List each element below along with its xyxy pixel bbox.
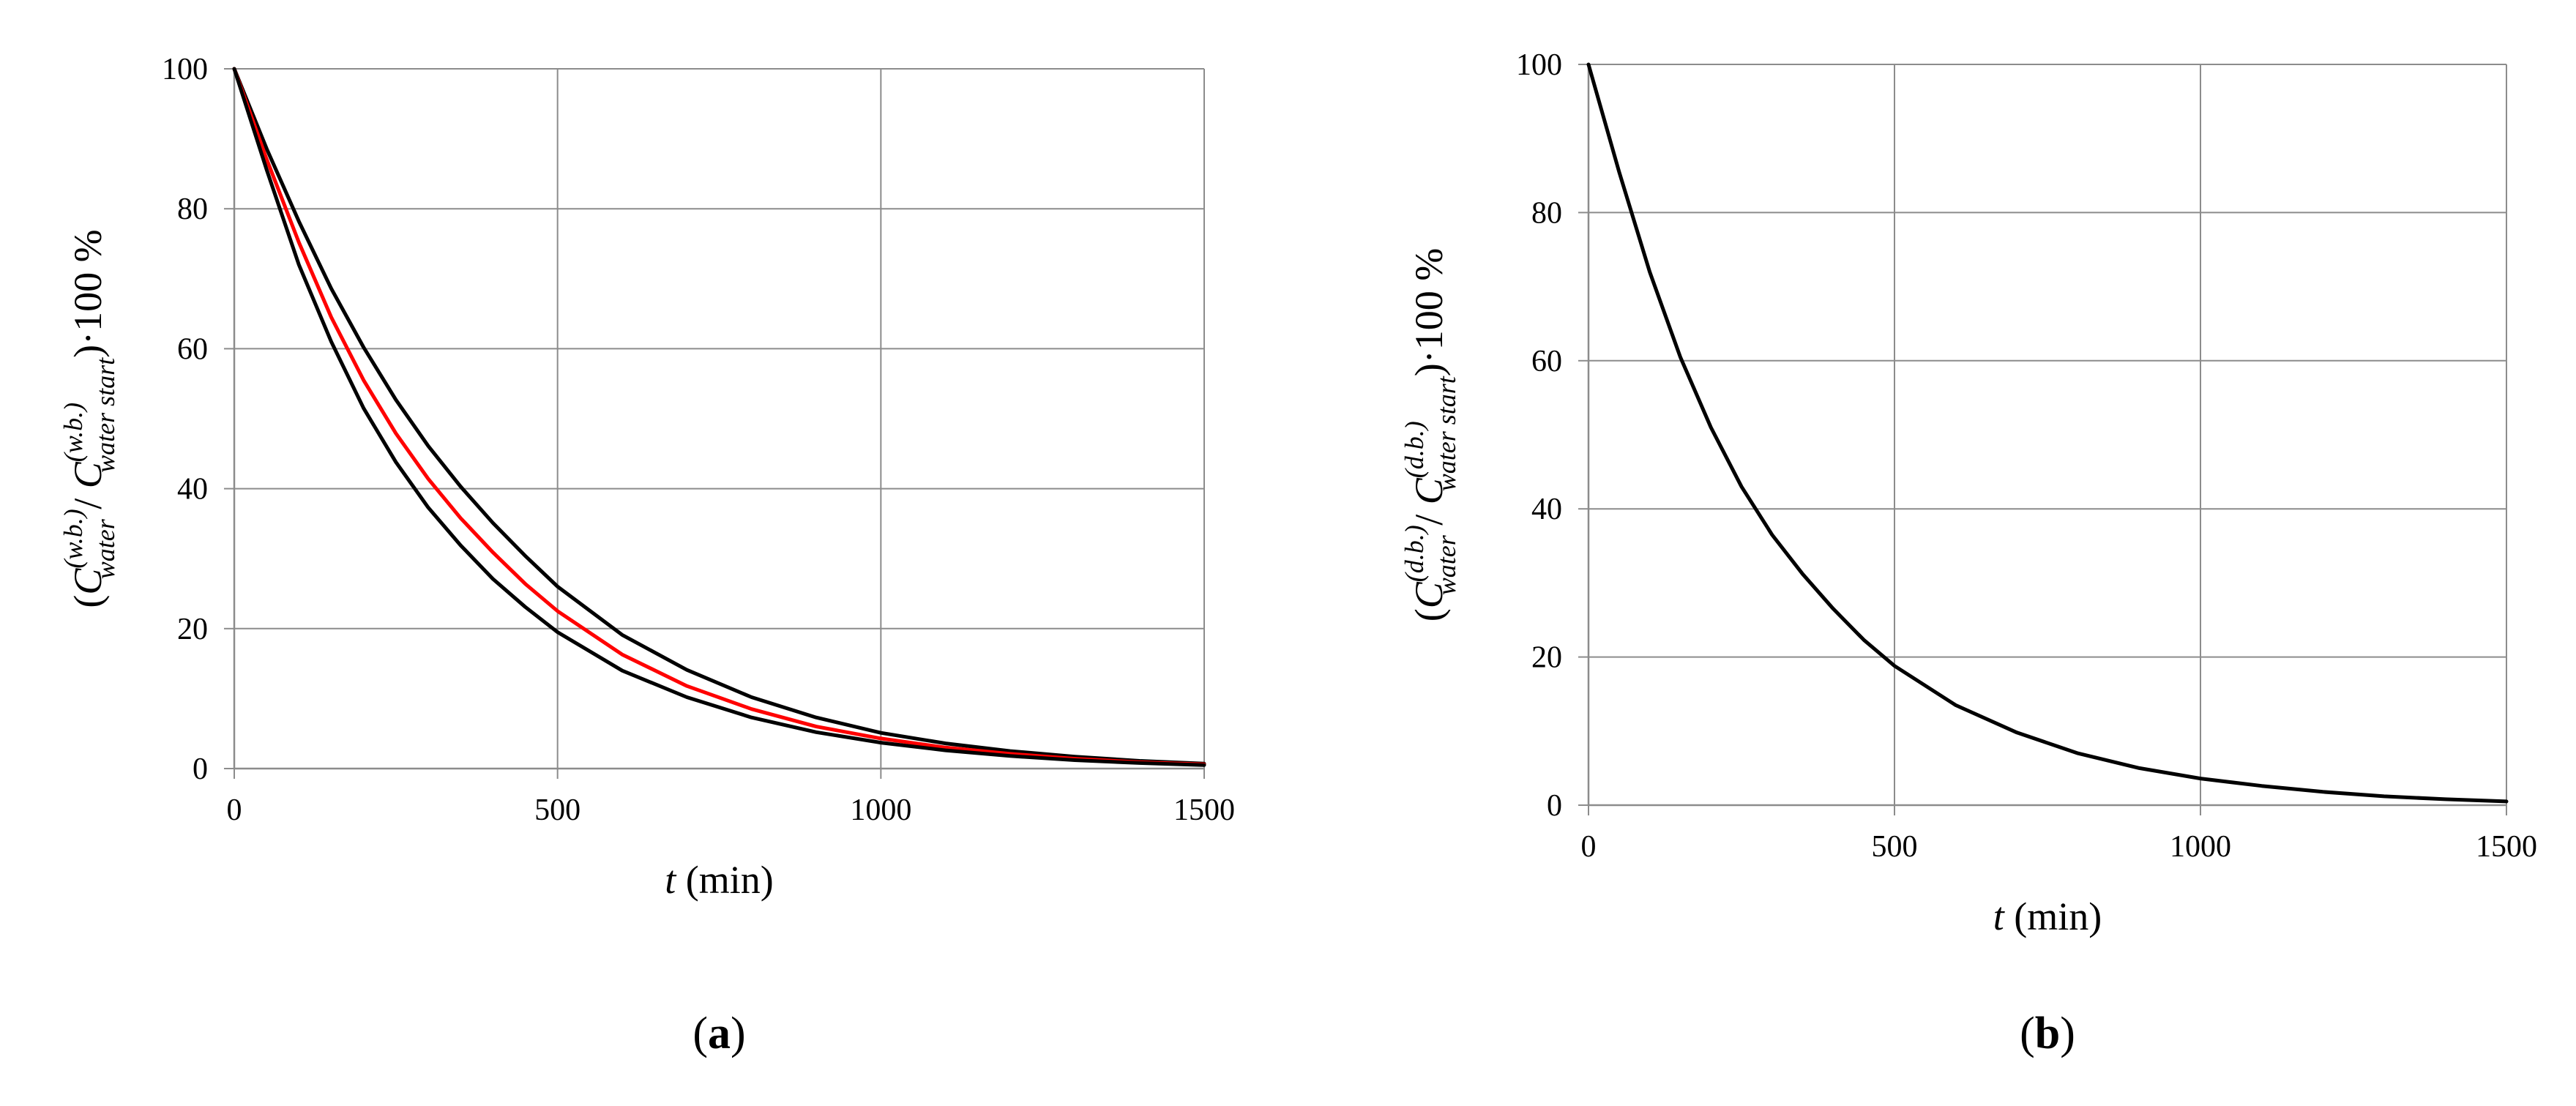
y-tick-label-1: 20 xyxy=(1531,641,1562,675)
x-tick-label-3: 1500 xyxy=(2476,830,2537,864)
x-tick-label-0: 0 xyxy=(1581,830,1597,864)
y-axis-title: (C(w.b.) water / C(w.b.) water start)·100 … xyxy=(59,229,120,608)
x-tick-label-1: 500 xyxy=(1872,830,1918,864)
y-tick-label-4: 80 xyxy=(177,193,208,226)
y-tick-label-0: 0 xyxy=(193,752,208,786)
series-line-1 xyxy=(232,67,1206,766)
y-axis-title-group: (C(d.b.) water / C(d.b.) water start)·100 … xyxy=(1400,248,1461,622)
x-tick-label-2: 1000 xyxy=(2170,830,2231,864)
y-tick-label-2: 40 xyxy=(177,473,208,507)
y-tick-label-3: 60 xyxy=(177,332,208,366)
x-axis-title: t (min) xyxy=(665,858,774,902)
series-line-0 xyxy=(232,67,1206,766)
x-axis-title-var: t xyxy=(1993,894,2006,938)
x-axis-title-var: t xyxy=(665,858,677,902)
panel-label: (b) xyxy=(2020,1009,2075,1058)
y-tick-label-1: 20 xyxy=(177,613,208,646)
y-tick-label-2: 40 xyxy=(1531,493,1562,526)
x-axis-title: t (min) xyxy=(1993,894,2102,938)
x-tick-label-0: 0 xyxy=(227,793,242,827)
panel-label: (a) xyxy=(692,1009,745,1058)
y-tick-label-5: 100 xyxy=(162,53,208,86)
x-axis-title-unit: (min) xyxy=(2014,894,2102,938)
y-tick-label-4: 80 xyxy=(1531,196,1562,230)
x-tick-label-1: 500 xyxy=(534,793,580,827)
x-tick-label-3: 1500 xyxy=(1173,793,1235,827)
series-line-0 xyxy=(1586,62,2509,804)
series-line-2 xyxy=(232,67,1206,767)
y-tick-label-5: 100 xyxy=(1516,48,1562,82)
y-tick-label-3: 60 xyxy=(1531,345,1562,378)
y-axis-title: (C(d.b.) water / C(d.b.) water start)·100 … xyxy=(1400,248,1461,622)
x-tick-label-2: 1000 xyxy=(850,793,911,827)
y-axis-title-group: (C(w.b.) water / C(w.b.) water start)·100 … xyxy=(59,229,120,608)
x-axis-title-unit: (min) xyxy=(686,858,774,902)
y-tick-label-0: 0 xyxy=(1547,789,1562,823)
